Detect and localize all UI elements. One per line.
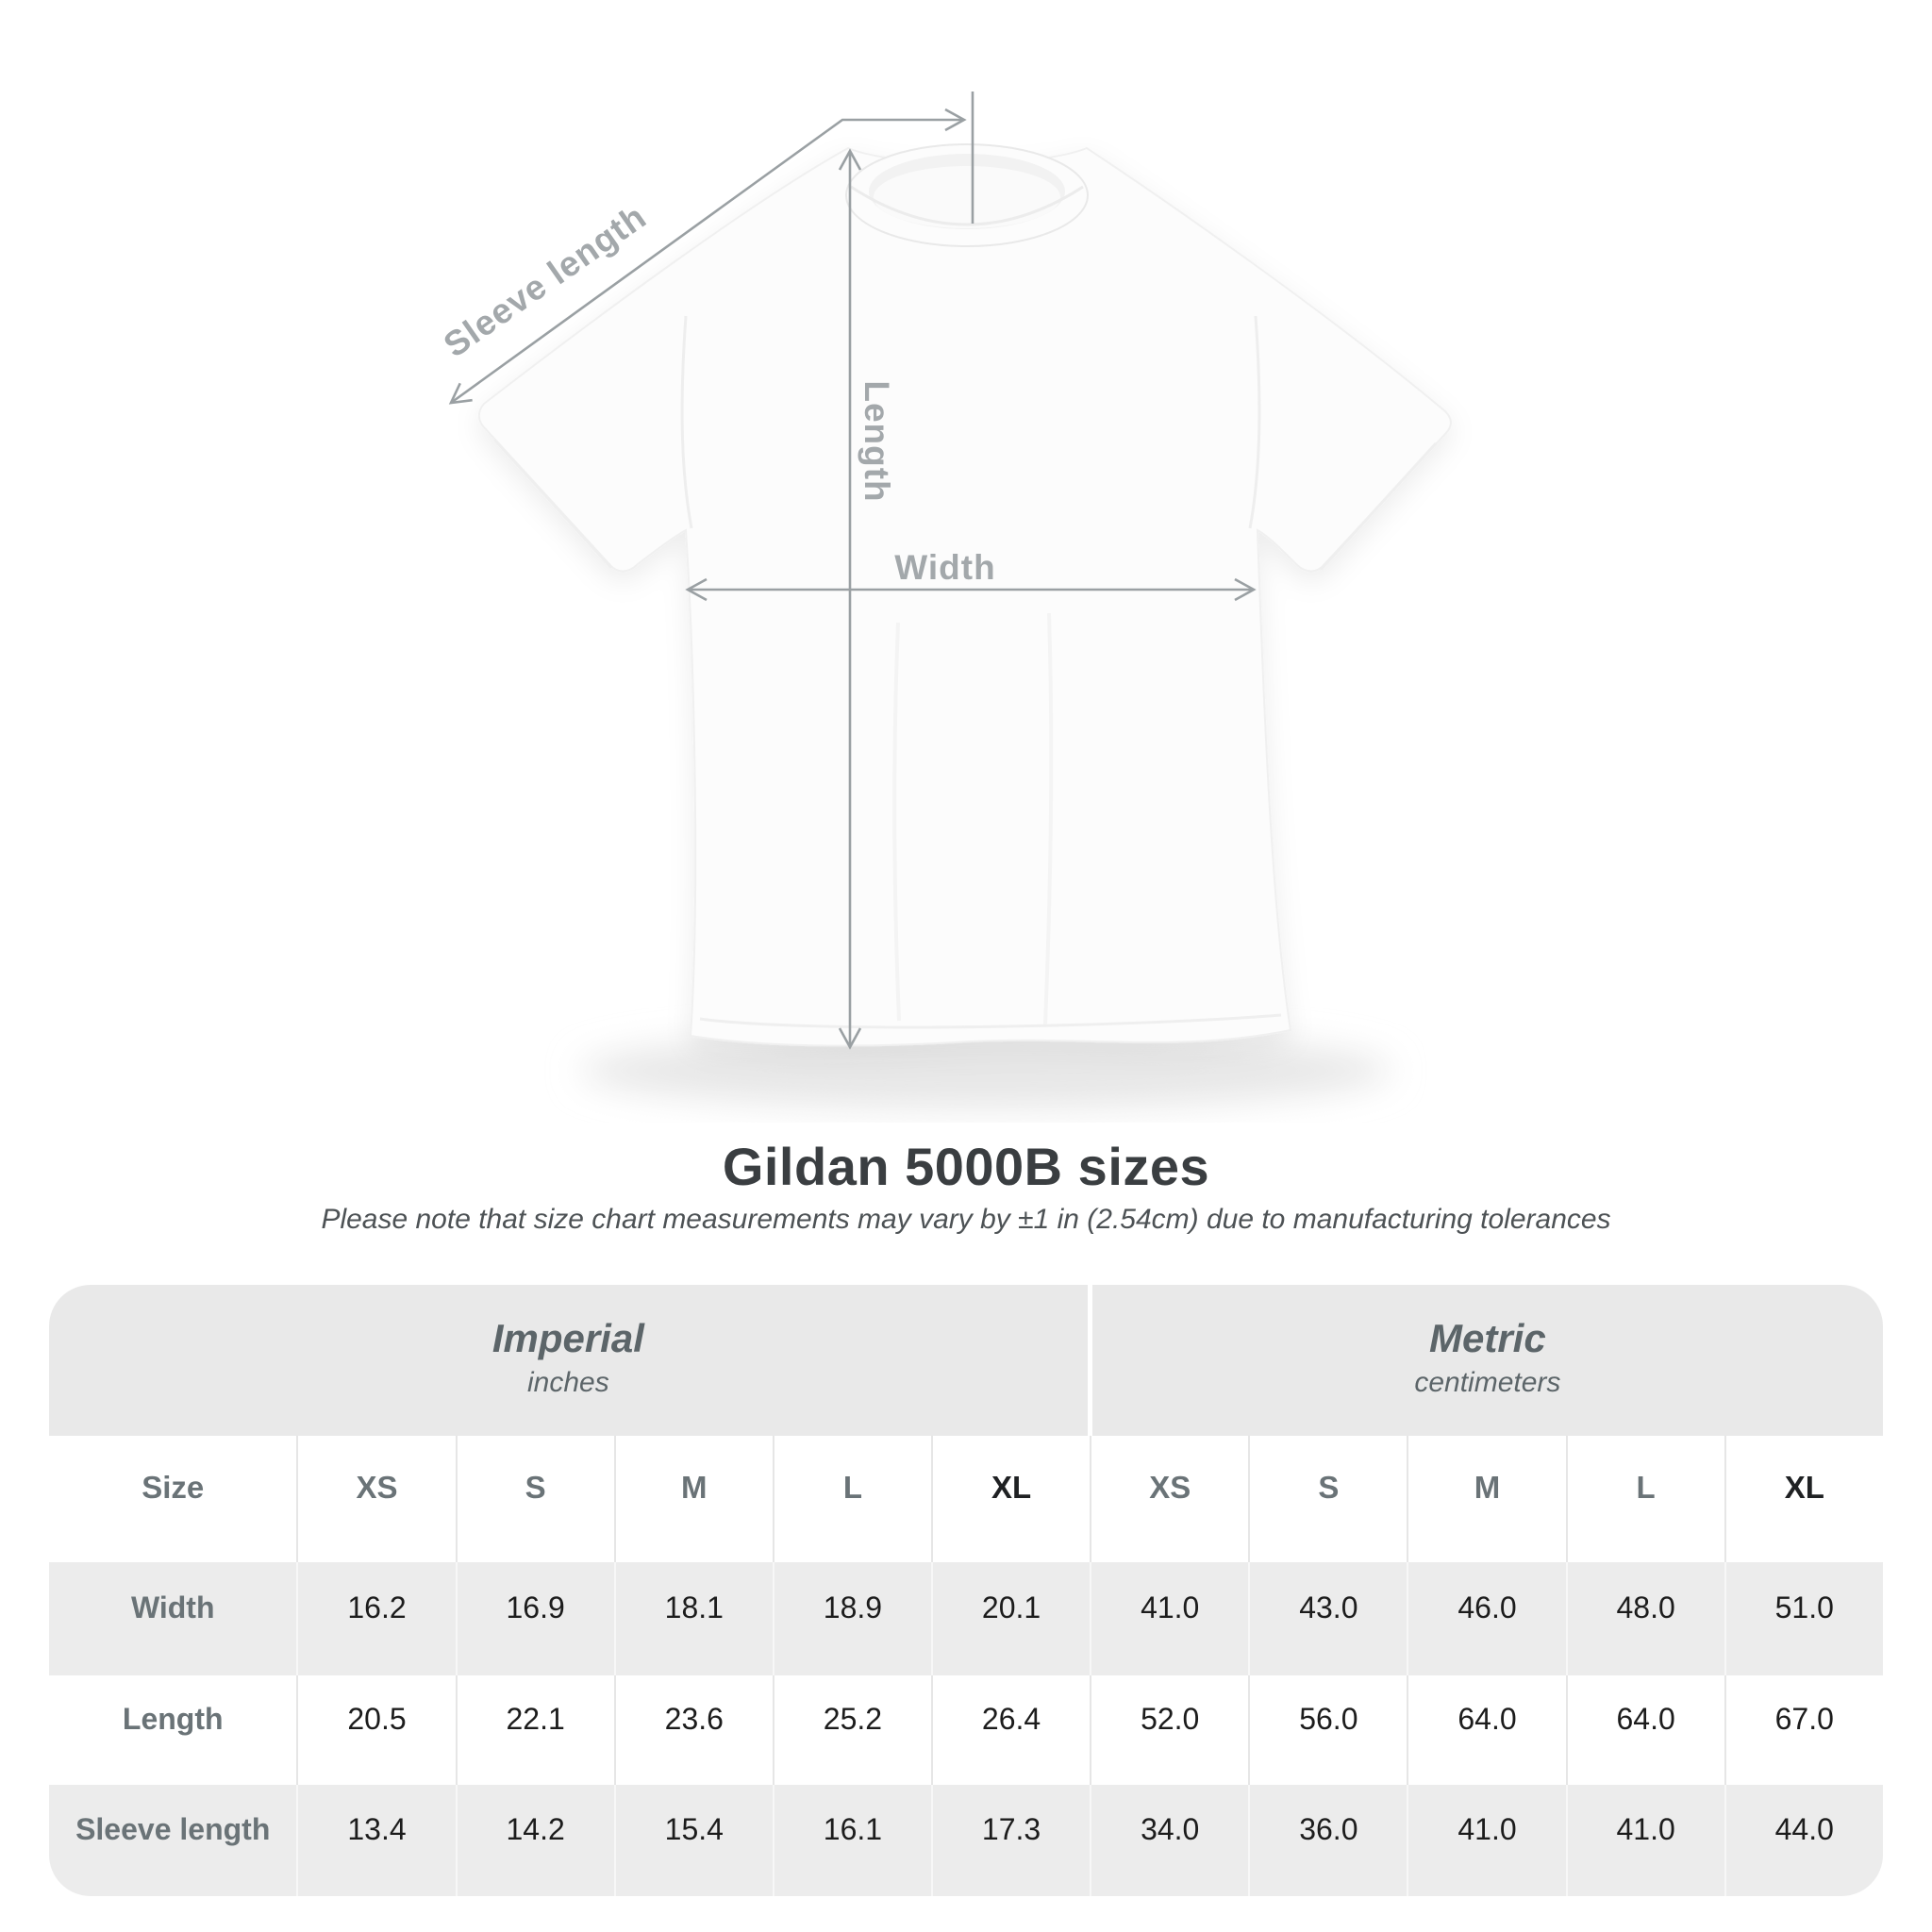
imperial-header-group: Imperial inches (49, 1285, 1088, 1436)
metric-title: Metric (1429, 1316, 1546, 1360)
value-cell: 18.1 (613, 1562, 773, 1675)
row-header: Sleeve length (75, 1811, 271, 1846)
length-label: Length (858, 380, 896, 503)
value-cell: 51.0 (1724, 1562, 1883, 1675)
metric-subtitle: centimeters (1414, 1367, 1561, 1398)
value-cell: 23.6 (613, 1675, 773, 1785)
value-cell: 56.0 (1248, 1675, 1407, 1785)
value-cell: 43.0 (1248, 1562, 1407, 1675)
value-cell: 48.0 (1565, 1562, 1724, 1675)
header-metric-m: M (1407, 1436, 1565, 1562)
value-cell: 34.0 (1090, 1785, 1248, 1896)
header-metric-l: L (1565, 1436, 1724, 1562)
value-cell: 16.9 (455, 1562, 614, 1675)
header-metric-xs: XS (1090, 1436, 1248, 1562)
size-header-row: Size XS S M L XL XS S M L XL (49, 1436, 1883, 1562)
size-column-header: Size (142, 1470, 205, 1505)
value-cell: 20.1 (931, 1562, 1090, 1675)
value-cell: 41.0 (1407, 1785, 1565, 1896)
value-cell: 25.2 (772, 1675, 931, 1785)
value-cell: 14.2 (455, 1785, 614, 1896)
width-label: Width (894, 548, 996, 587)
value-cell: 18.9 (772, 1562, 931, 1675)
value-cell: 26.4 (931, 1675, 1090, 1785)
value-cell: 22.1 (455, 1675, 614, 1785)
tshirt-shape (477, 146, 1452, 1047)
sleeve-length-arrow (448, 108, 967, 405)
value-cell: 36.0 (1248, 1785, 1407, 1896)
value-cell: 17.3 (931, 1785, 1090, 1896)
shirt-ground-shadow (580, 1033, 1391, 1108)
value-cell: 64.0 (1565, 1675, 1724, 1785)
value-cell: 15.4 (613, 1785, 773, 1896)
value-cell: 67.0 (1724, 1675, 1883, 1785)
unit-band-row: Imperial inches Metric centimeters (49, 1285, 1883, 1436)
page-title: Gildan 5000B sizes (722, 1137, 1210, 1196)
header-imperial-xl: XL (931, 1436, 1090, 1562)
value-cell: 20.5 (296, 1675, 455, 1785)
value-cell: 16.2 (296, 1562, 455, 1675)
row-sleeve-length: Sleeve length 13.4 14.2 15.4 16.1 17.3 3… (49, 1785, 1883, 1896)
header-imperial-xs: XS (296, 1436, 455, 1562)
tshirt-illustration (448, 92, 1452, 1108)
collar (845, 143, 1089, 247)
value-cell: 16.1 (772, 1785, 931, 1896)
tolerance-note: Please note that size chart measurements… (321, 1204, 1611, 1235)
imperial-title: Imperial (491, 1316, 644, 1360)
header-imperial-l: L (772, 1436, 931, 1562)
value-cell: 41.0 (1090, 1562, 1248, 1675)
size-table: Imperial inches Metric centimeters Size … (49, 1285, 1883, 1896)
row-header: Width (130, 1590, 215, 1624)
header-imperial-s: S (455, 1436, 614, 1562)
value-cell: 64.0 (1407, 1675, 1565, 1785)
tshirt-diagram: Sleeve length Length Width (437, 92, 1452, 1108)
value-cell: 52.0 (1090, 1675, 1248, 1785)
value-cell: 46.0 (1407, 1562, 1565, 1675)
imperial-subtitle: inches (527, 1367, 609, 1398)
header-metric-s: S (1248, 1436, 1407, 1562)
value-cell: 44.0 (1724, 1785, 1883, 1896)
row-width: Width 16.2 16.9 18.1 18.9 20.1 41.0 43.0… (49, 1562, 1883, 1675)
value-cell: 13.4 (296, 1785, 455, 1896)
header-imperial-m: M (613, 1436, 773, 1562)
value-cell: 41.0 (1565, 1785, 1724, 1896)
row-header: Length (122, 1701, 224, 1736)
header-metric-xl: XL (1724, 1436, 1883, 1562)
row-length: Length 20.5 22.1 23.6 25.2 26.4 52.0 56.… (49, 1675, 1883, 1785)
measurement-arrows (448, 92, 1257, 1050)
metric-header-group: Metric centimeters (1091, 1285, 1883, 1436)
